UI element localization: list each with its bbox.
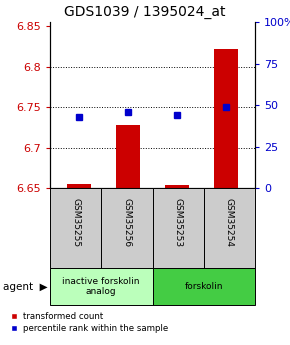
Bar (153, 268, 255, 305)
Bar (101, 188, 153, 268)
Bar (213, 49, 238, 188)
Text: GSM35253: GSM35253 (174, 198, 183, 247)
Text: inactive forskolin
analog: inactive forskolin analog (63, 277, 140, 296)
Text: GSM35254: GSM35254 (225, 198, 234, 247)
Text: GDS1039 / 1395024_at: GDS1039 / 1395024_at (64, 5, 226, 19)
Text: forskolin: forskolin (184, 282, 223, 291)
Bar (116, 125, 140, 188)
Legend: transformed count, percentile rank within the sample: transformed count, percentile rank withi… (10, 312, 168, 333)
Bar (50, 188, 101, 268)
Bar (153, 188, 204, 268)
Bar (165, 185, 189, 188)
Text: agent  ▶: agent ▶ (3, 282, 48, 292)
Bar (67, 184, 91, 188)
Text: GSM35256: GSM35256 (122, 198, 131, 247)
Bar (204, 188, 255, 268)
Bar (50, 268, 153, 305)
Text: GSM35255: GSM35255 (71, 198, 80, 247)
